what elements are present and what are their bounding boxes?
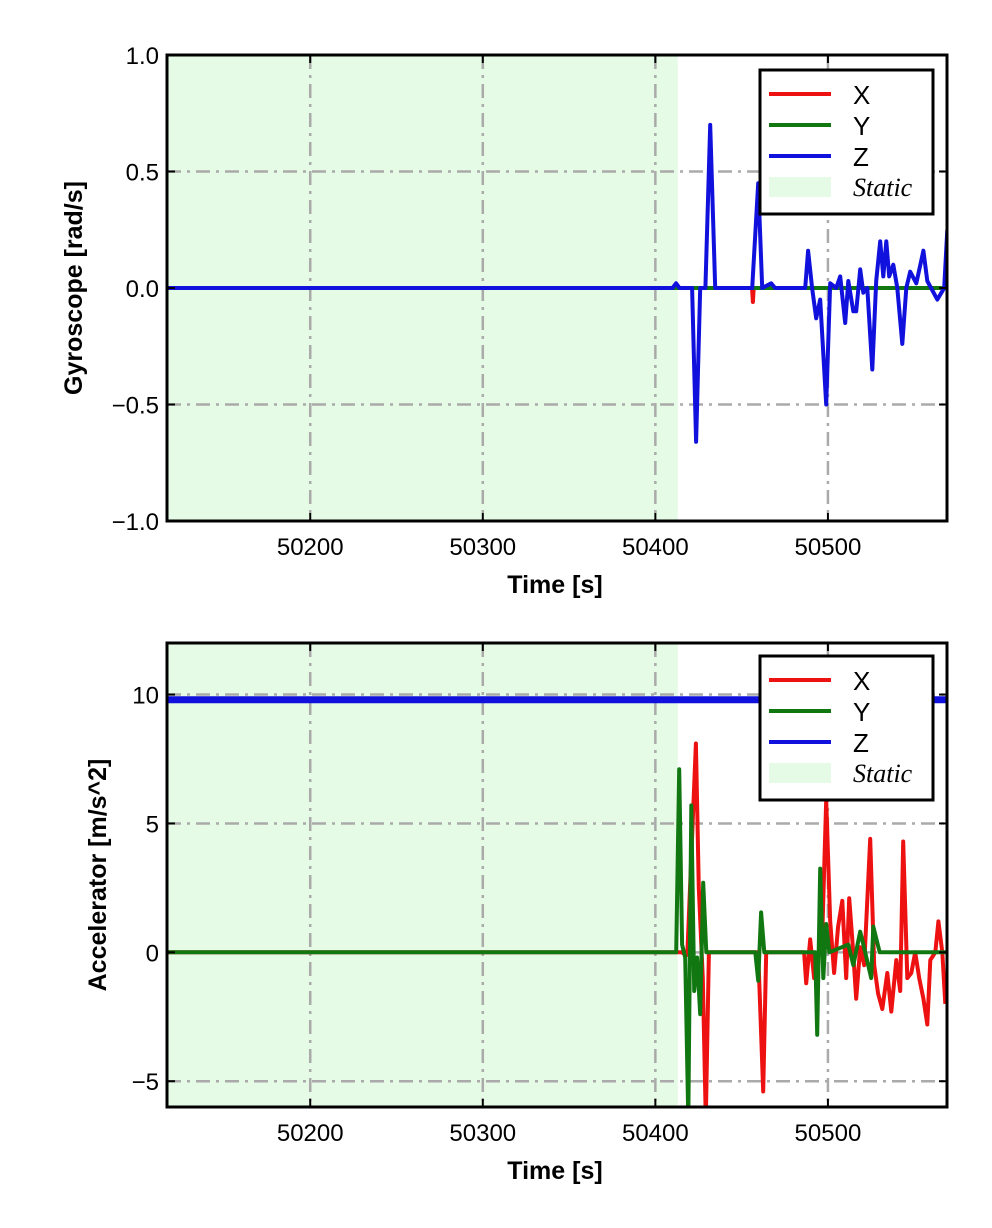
x-tick-label: 50300 [449,1120,516,1147]
x-tick-label: 50400 [622,534,689,561]
x-tick-label: 50500 [795,534,862,561]
y-tick-label: −1.0 [112,509,159,536]
x-tick-label: 50200 [277,1120,344,1147]
legend-label-y: Y [853,697,870,727]
y-tick-label: −0.5 [112,393,159,420]
legend-label-y: Y [853,111,870,141]
y-tick-label: 10 [132,683,159,710]
y-axis-label: Accelerator [m/s^2] [84,759,112,992]
x-axis-label: Time [s] [507,571,602,599]
axes-frame [165,641,949,1109]
legend-label-x: X [853,80,870,110]
legend-label-z: Z [853,728,869,758]
series-line-z [167,122,947,444]
subplot-accelerometer: 50200 50300 50400 50500 −5 0 5 10 Time [s] Accele… [84,641,949,1185]
y-tick-label: 0.5 [126,160,159,187]
y-tick-label: 1.0 [126,43,159,70]
x-tick-label: 50200 [277,534,344,561]
y-axis-label: Gyroscope [rad/s] [60,181,88,395]
x-tick-label: 50300 [449,534,516,561]
legend-label-z: Z [853,142,869,172]
legend-label-static: Static [853,759,913,788]
legend-swatch-static [769,177,831,197]
x-tick-label: 50500 [795,1120,862,1147]
y-tick-label: −5 [132,1069,159,1096]
x-axis-label: Time [s] [507,1157,602,1185]
subplot-gyroscope: 50200 50300 50400 50500 −1.0 −0.5 0.0 0.5 1.0 Tim… [60,43,949,599]
legend-label-static: Static [853,173,913,202]
y-tick-label: 0 [146,940,159,967]
y-tick-label: 0.0 [126,276,159,303]
series-line-y [167,767,947,1107]
static-region [167,643,678,1107]
y-tick-label: 5 [146,811,159,838]
x-tick-label: 50400 [622,1120,689,1147]
legend-swatch-static [769,763,831,783]
legend-label-x: X [853,666,870,696]
